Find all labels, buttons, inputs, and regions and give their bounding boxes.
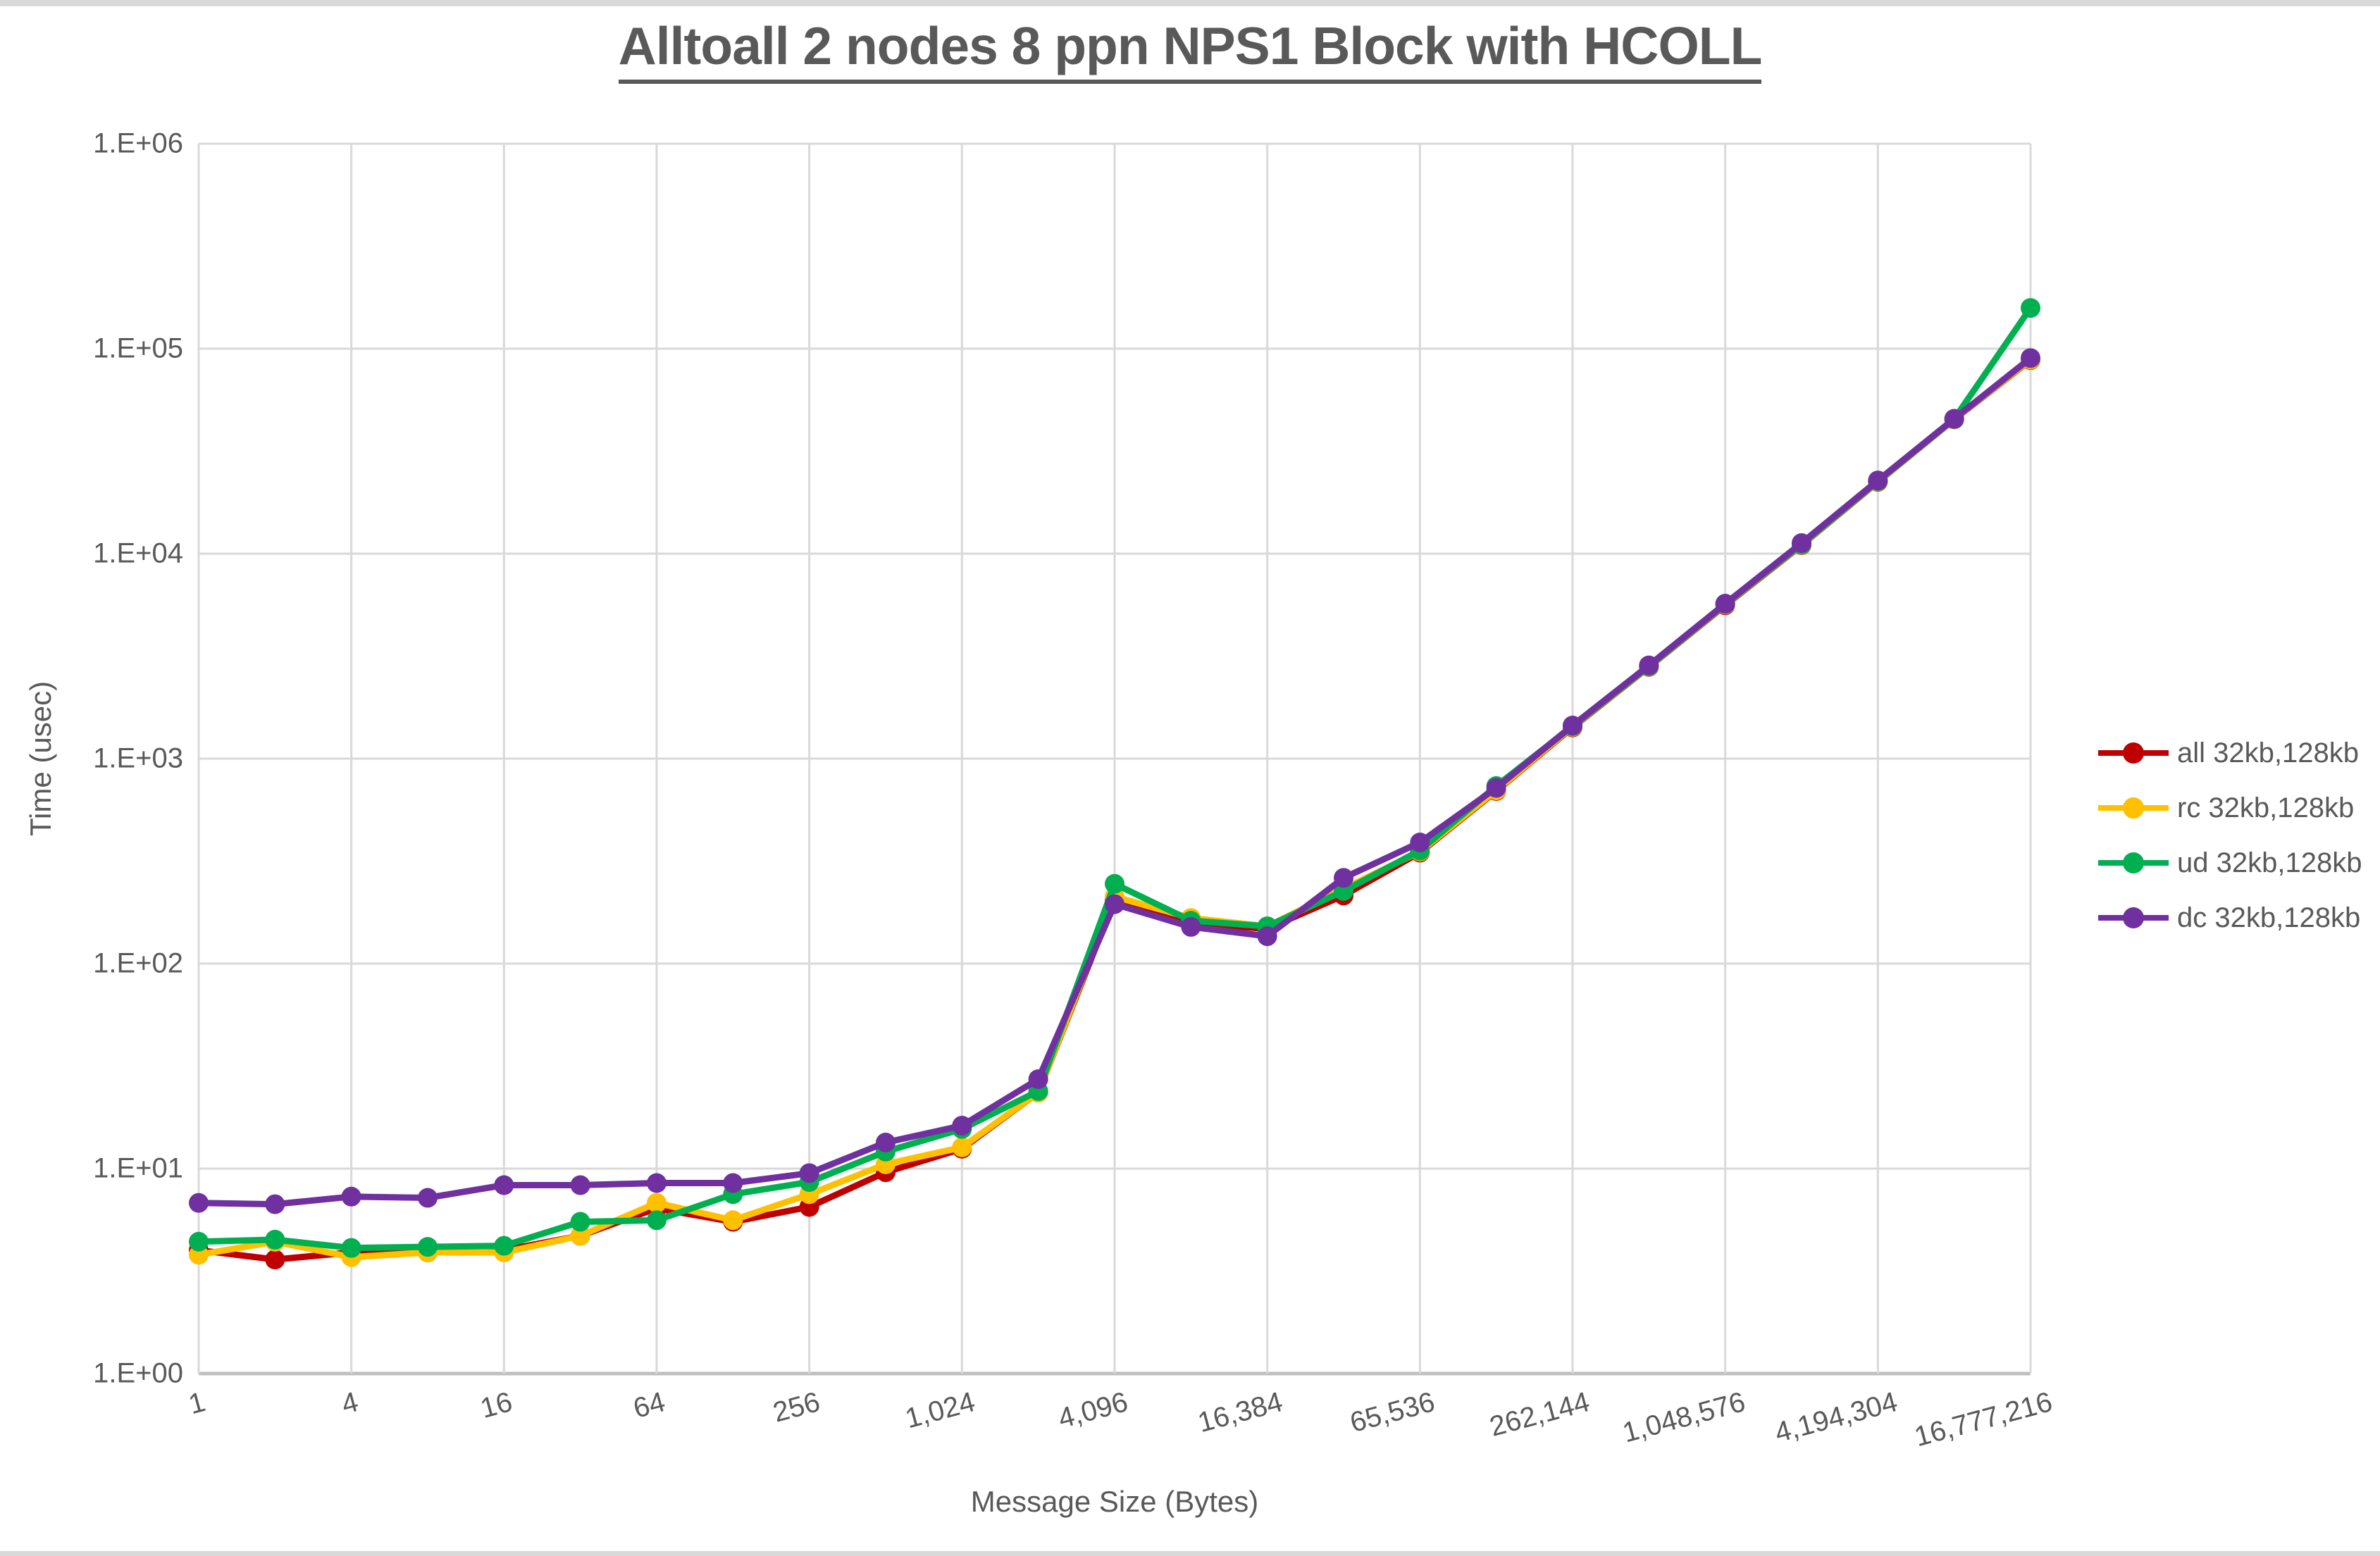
series-dc-marker: [799, 1163, 819, 1183]
series-all-marker: [265, 1250, 285, 1270]
y-tick-label: 1.E+03: [93, 742, 183, 774]
legend-item-ud: ud 32kb,128kb: [2098, 835, 2362, 890]
series-dc-marker: [1639, 655, 1659, 676]
series-dc-marker: [341, 1186, 361, 1207]
series-ud-marker: [1105, 873, 1124, 894]
series-ud-marker: [341, 1238, 361, 1258]
series-dc-marker: [1563, 716, 1582, 736]
y-tick-label: 1.E+05: [93, 332, 183, 364]
series-dc-marker: [647, 1173, 667, 1193]
series-rc-marker: [952, 1137, 972, 1157]
top-edge-strip: [0, 0, 2380, 6]
legend-dot: [2123, 907, 2144, 928]
series-dc-marker: [189, 1193, 209, 1213]
legend-dot: [2123, 797, 2144, 819]
series-rc-marker: [647, 1193, 667, 1213]
legend-marker-ud-icon: [2098, 852, 2169, 873]
legend: all 32kb,128kb rc 32kb,128kb ud 32kb,128kb…: [2098, 726, 2362, 945]
bottom-edge-strip: [0, 1551, 2380, 1556]
legend-item-rc: rc 32kb,128kb: [2098, 780, 2362, 835]
legend-marker-rc-icon: [2098, 797, 2169, 819]
series-dc-marker: [952, 1116, 972, 1136]
series-dc-marker: [1715, 594, 1735, 614]
series-dc-marker: [1944, 409, 1964, 429]
series-dc-marker: [1181, 916, 1201, 937]
series-rc-marker: [723, 1210, 743, 1231]
legend-dot: [2123, 852, 2144, 873]
legend-marker-dc-icon: [2098, 907, 2169, 928]
legend-label: all 32kb,128kb: [2177, 737, 2359, 768]
y-tick-label: 1.E+00: [93, 1357, 183, 1389]
legend-label: rc 32kb,128kb: [2177, 792, 2355, 823]
series-dc-marker: [1868, 471, 1888, 491]
series-dc-marker: [1410, 833, 1430, 853]
series-rc-marker: [570, 1226, 590, 1246]
series-ud-marker: [418, 1237, 438, 1257]
legend-label: ud 32kb,128kb: [2177, 847, 2362, 878]
series-dc-marker: [1028, 1069, 1048, 1090]
series-dc-marker: [570, 1175, 590, 1195]
series-dc-marker: [876, 1133, 895, 1153]
y-tick-label: 1.E+01: [93, 1152, 183, 1184]
chart-title: Alltoall 2 nodes 8 ppn NPS1 Block with H…: [0, 15, 2380, 84]
series-dc-marker: [723, 1173, 743, 1193]
series-ud-marker: [265, 1229, 285, 1250]
series-ud-marker: [2021, 298, 2040, 318]
series-dc-marker: [1334, 868, 1353, 888]
series-dc-marker: [265, 1194, 285, 1214]
series-ud-marker: [570, 1212, 590, 1232]
series-dc-marker: [1257, 926, 1277, 947]
series-dc-marker: [1486, 778, 1506, 798]
series-dc-marker: [1105, 894, 1124, 914]
legend-item-all: all 32kb,128kb: [2098, 726, 2362, 780]
series-dc-marker: [2021, 348, 2040, 368]
series-dc-marker: [418, 1188, 438, 1208]
legend-item-dc: dc 32kb,128kb: [2098, 890, 2362, 945]
x-axis-title: Message Size (Bytes): [970, 1485, 1259, 1518]
legend-dot: [2123, 742, 2144, 764]
y-tick-label: 1.E+06: [93, 127, 183, 159]
series-ud-marker: [189, 1231, 209, 1252]
series-ud-marker: [647, 1210, 667, 1231]
y-tick-label: 1.E+02: [93, 947, 183, 979]
y-tick-label: 1.E+04: [93, 537, 183, 569]
legend-label: dc 32kb,128kb: [2177, 902, 2361, 933]
legend-marker-all-icon: [2098, 742, 2169, 764]
series-dc-marker: [1792, 533, 1811, 554]
series-ud-marker: [494, 1236, 514, 1256]
chart-title-text: Alltoall 2 nodes 8 ppn NPS1 Block with H…: [618, 16, 1762, 84]
y-axis-title: Time (usec): [24, 680, 57, 837]
series-dc-marker: [494, 1175, 514, 1195]
